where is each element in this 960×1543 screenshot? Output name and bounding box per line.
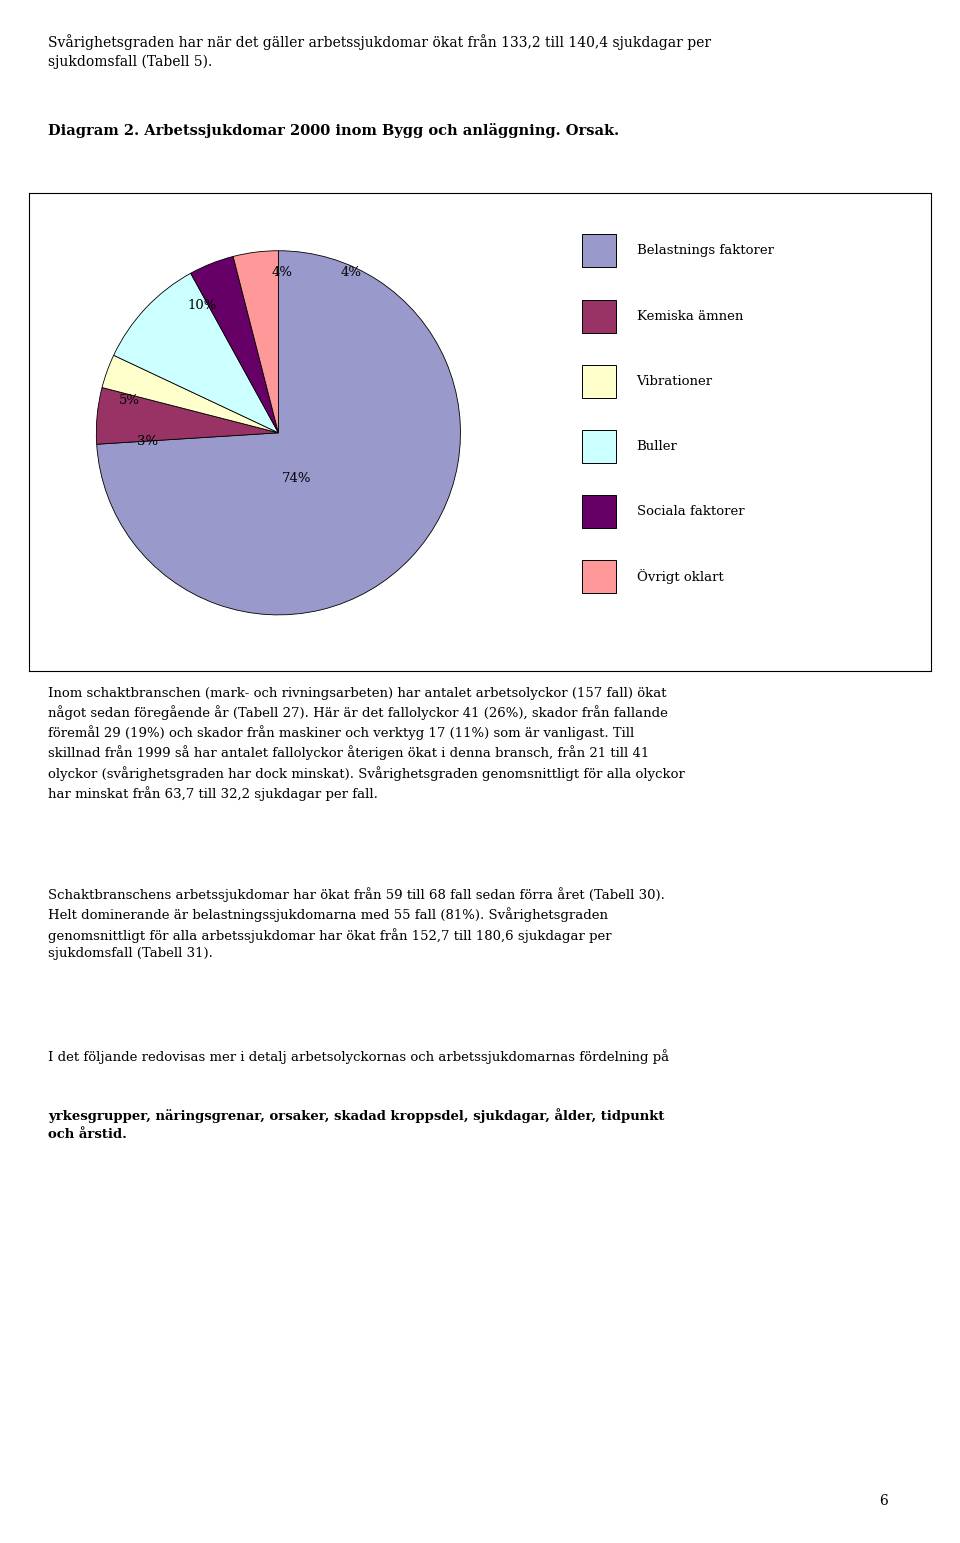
Text: Svårighetsgraden har när det gäller arbetssjukdomar ökat från 133,2 till 140,4 s: Svårighetsgraden har när det gäller arbe… [48, 34, 711, 69]
Text: Schaktbranschens arbetssjukdomar har ökat från 59 till 68 fall sedan förra året : Schaktbranschens arbetssjukdomar har öka… [48, 887, 665, 960]
Text: 4%: 4% [341, 265, 362, 279]
Text: Belastnings faktorer: Belastnings faktorer [636, 244, 774, 258]
Bar [582, 430, 616, 463]
Wedge shape [191, 256, 278, 432]
Bar [582, 495, 616, 528]
Bar [582, 364, 616, 398]
Text: Övrigt oklart: Övrigt oklart [636, 569, 723, 583]
Text: Sociala faktorer: Sociala faktorer [636, 505, 744, 518]
Wedge shape [96, 387, 278, 444]
Bar [582, 235, 616, 267]
Wedge shape [233, 250, 278, 432]
Text: 4%: 4% [272, 265, 293, 279]
Bar [582, 299, 616, 333]
Text: 6: 6 [878, 1494, 888, 1508]
Bar [582, 560, 616, 593]
Text: yrkesgrupper, näringsgrenar, orsaker, skadad kroppsdel, sjukdagar, ålder, tidpun: yrkesgrupper, näringsgrenar, orsaker, sk… [48, 1108, 664, 1140]
Text: Inom schaktbranschen (mark- och rivningsarbeten) har antalet arbetsolyckor (157 : Inom schaktbranschen (mark- och rivnings… [48, 687, 684, 801]
Wedge shape [113, 273, 278, 432]
Wedge shape [102, 355, 278, 432]
Text: Vibrationer: Vibrationer [636, 375, 712, 387]
Text: 74%: 74% [282, 472, 311, 485]
Text: 3%: 3% [136, 435, 157, 449]
Text: Buller: Buller [636, 440, 678, 452]
Text: Kemiska ämnen: Kemiska ämnen [636, 310, 743, 322]
Text: I det följande redovisas mer i detalj arbetsolyckornas och arbetssjukdomarnas fö: I det följande redovisas mer i detalj ar… [48, 1049, 669, 1065]
Text: 5%: 5% [119, 393, 139, 406]
Text: Diagram 2. Arbetssjukdomar 2000 inom Bygg och anläggning. Orsak.: Diagram 2. Arbetssjukdomar 2000 inom Byg… [48, 123, 619, 139]
Wedge shape [97, 250, 461, 614]
Text: 10%: 10% [187, 299, 217, 312]
